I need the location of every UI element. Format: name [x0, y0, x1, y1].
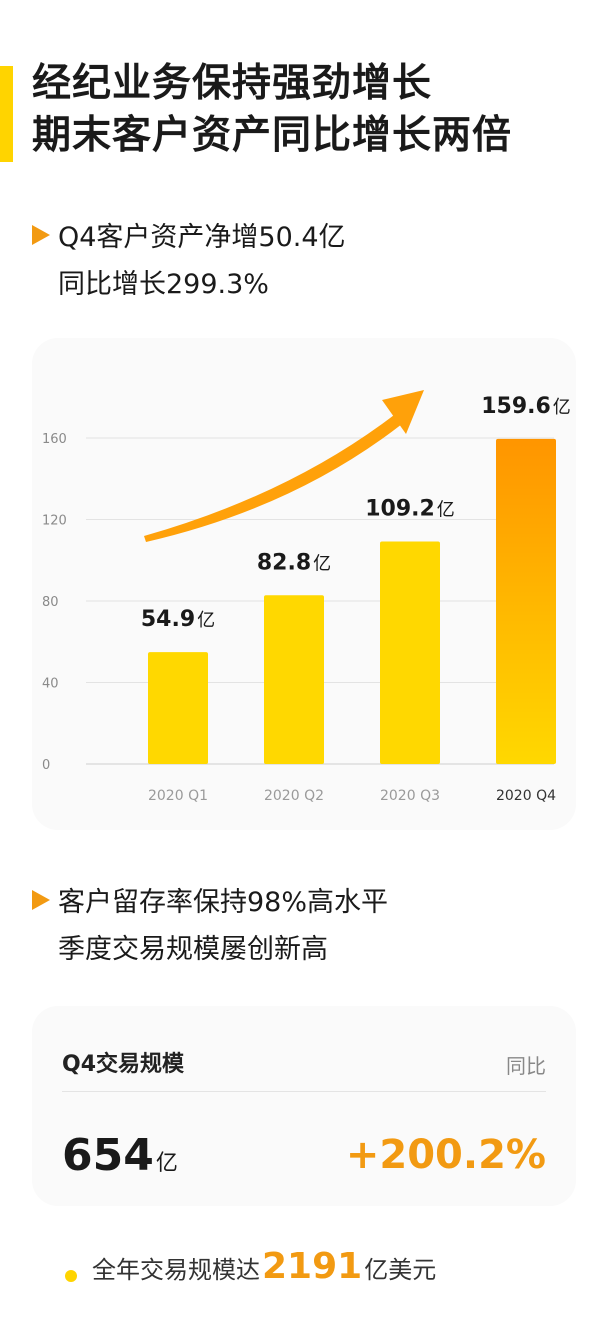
page-title-line-1: 经纪业务保持强劲增长 [32, 61, 433, 106]
footer-suffix: 亿美元 [364, 1256, 437, 1284]
growth-arrow-shaft [144, 412, 402, 542]
trade-volume-value: 654亿 [62, 1130, 178, 1181]
data-label: 82.8 亿 [257, 550, 331, 575]
bar-2020-q4 [496, 438, 556, 764]
x-tick-label: 2020 Q4 [496, 788, 556, 804]
x-tick-label: 2020 Q1 [148, 788, 208, 804]
footer-prefix: 全年交易规模达 [92, 1256, 260, 1284]
page-title-line-2: 期末客户资产同比增长两倍 [32, 113, 513, 158]
title-accent-bar [0, 66, 13, 162]
x-tick-label: 2020 Q2 [264, 788, 324, 804]
client-assets-bar-chart: 0 40 80 120 160 54.9 亿 82.8 亿 109.2 亿 159.6 亿 2020 … [42, 390, 571, 804]
growth-arrow-head [382, 390, 424, 434]
client-assets-chart-card: 0 40 80 120 160 54.9 亿 82.8 亿 109.2 亿 159.6 亿 2020 … [32, 338, 576, 830]
section-bullet-icon [32, 890, 50, 910]
x-tick-label: 2020 Q3 [380, 788, 440, 804]
retention-heading: 客户留存率保持98%高水平 季度交易规模屡创新高 [58, 879, 388, 973]
y-tick-label: 120 [42, 514, 67, 529]
bar-2020-q3 [380, 541, 440, 764]
y-tick-label: 0 [42, 758, 50, 773]
trade-growth-value: +200.2% [345, 1132, 546, 1178]
bar-2020-q1 [148, 652, 208, 764]
retention-line-1: 客户留存率保持98%高水平 [58, 887, 389, 918]
footer-value: 2191 [262, 1246, 363, 1287]
asset-growth-line-1: Q4客户资产净增50.4亿 [58, 222, 346, 253]
card-divider [62, 1091, 546, 1092]
asset-growth-heading: Q4客户资产净增50.4亿 同比增长299.3% [58, 214, 346, 308]
section-bullet-icon [32, 225, 50, 245]
trade-volume-label: Q4交易规模 [62, 1052, 185, 1077]
trade-volume-number: 654 [62, 1130, 154, 1181]
data-label: 159.6 亿 [481, 394, 571, 419]
y-tick-label: 40 [42, 677, 59, 692]
page-title: 经纪业务保持强劲增长 期末客户资产同比增长两倍 [32, 58, 512, 162]
footer-bullet-dot [65, 1270, 77, 1282]
bar-2020-q2 [264, 595, 324, 764]
retention-line-2: 季度交易规模屡创新高 [58, 934, 328, 965]
y-tick-label: 80 [42, 595, 59, 610]
asset-growth-line-2: 同比增长299.3% [58, 269, 269, 300]
trade-yoy-label: 同比 [506, 1054, 546, 1078]
y-tick-label: 160 [42, 432, 67, 447]
data-label: 54.9 亿 [141, 607, 215, 632]
annual-volume-footer: 全年交易规模达2191亿美元 [92, 1246, 436, 1287]
trade-volume-unit: 亿 [155, 1151, 178, 1176]
data-label: 109.2 亿 [365, 497, 455, 522]
trade-volume-card: Q4交易规模 同比 654亿 +200.2% [32, 1006, 576, 1206]
